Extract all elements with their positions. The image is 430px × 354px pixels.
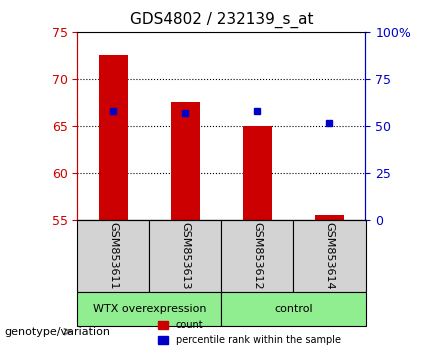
Text: WTX overexpression: WTX overexpression bbox=[93, 304, 206, 314]
Bar bbox=[243, 126, 272, 220]
FancyBboxPatch shape bbox=[293, 220, 366, 292]
FancyBboxPatch shape bbox=[77, 292, 221, 326]
Text: GSM853611: GSM853611 bbox=[108, 222, 118, 290]
Text: GSM853614: GSM853614 bbox=[325, 222, 335, 290]
Text: GSM853612: GSM853612 bbox=[252, 222, 262, 290]
Bar bbox=[315, 216, 344, 220]
FancyBboxPatch shape bbox=[221, 292, 366, 326]
FancyBboxPatch shape bbox=[77, 220, 150, 292]
Text: control: control bbox=[274, 304, 313, 314]
Text: genotype/variation: genotype/variation bbox=[4, 327, 111, 337]
Bar bbox=[171, 103, 200, 220]
Bar bbox=[99, 56, 128, 220]
Text: GSM853613: GSM853613 bbox=[181, 222, 190, 290]
FancyBboxPatch shape bbox=[221, 220, 293, 292]
Legend: count, percentile rank within the sample: count, percentile rank within the sample bbox=[154, 316, 344, 349]
Title: GDS4802 / 232139_s_at: GDS4802 / 232139_s_at bbox=[130, 12, 313, 28]
FancyBboxPatch shape bbox=[150, 220, 221, 292]
